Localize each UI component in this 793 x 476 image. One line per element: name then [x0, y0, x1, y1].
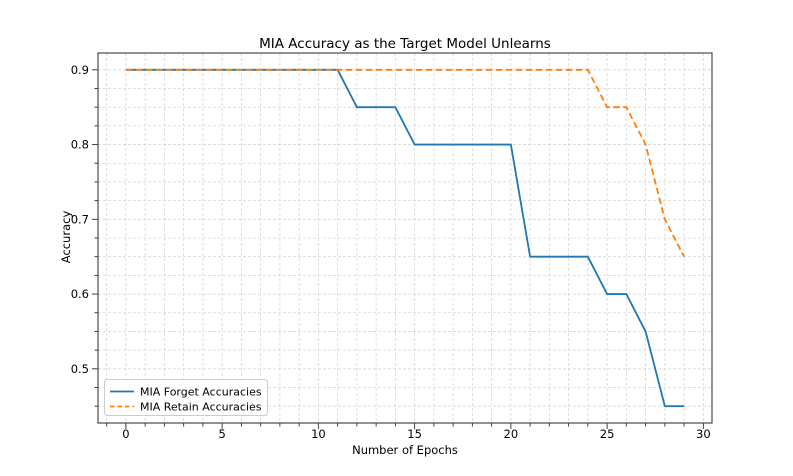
x-tick-label: 0 — [122, 427, 129, 441]
retain-accuracies-line — [125, 68, 685, 258]
y-tick-label: 0.8 — [71, 138, 89, 152]
y-tick-label: 0.5 — [71, 362, 89, 376]
legend: MIA Forget Accuracies MIA Retain Accuraci… — [104, 379, 268, 416]
x-tick-label: 5 — [218, 427, 225, 441]
x-tick-label: 10 — [311, 427, 326, 441]
x-tick-label: 25 — [600, 427, 615, 441]
legend-label: MIA Retain Accuracies — [140, 401, 262, 414]
x-tick-label: 30 — [696, 427, 711, 441]
grid — [98, 53, 712, 423]
axis-ticks — [92, 69, 704, 429]
y-tick-label: 0.7 — [71, 212, 89, 226]
legend-box — [104, 379, 268, 416]
axes-frame — [97, 52, 713, 424]
x-axis-label: Number of Epochs — [352, 443, 458, 457]
x-tick-label: 20 — [504, 427, 519, 441]
y-tick-label: 0.9 — [71, 63, 89, 77]
chart-title: MIA Accuracy as the Target Model Unlearn… — [259, 36, 551, 52]
x-tick-label: 15 — [407, 427, 422, 441]
y-tick-label: 0.6 — [71, 287, 89, 301]
y-axis-label: Accuracy — [59, 210, 73, 264]
legend-label: MIA Forget Accuracies — [140, 386, 262, 399]
